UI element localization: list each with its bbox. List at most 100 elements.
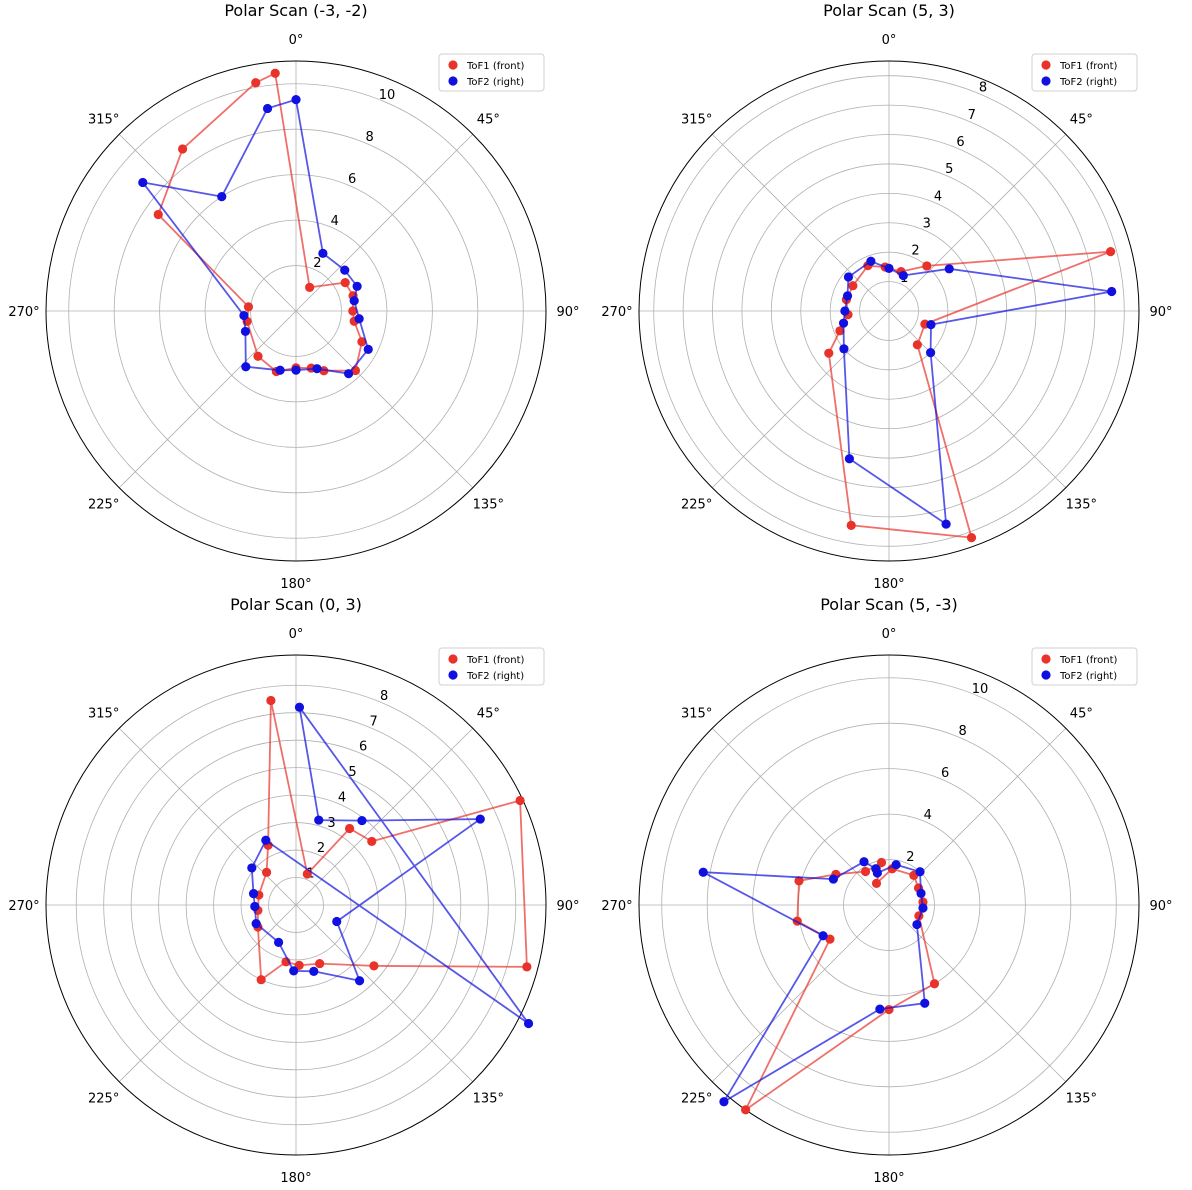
data-point-tof2 [291,95,301,105]
legend-marker [448,76,458,86]
legend: ToF1 (front) ToF2 (right) [1031,647,1138,686]
chart-title: Polar Scan (0, 3) [230,595,362,614]
data-point-tof1 [367,836,377,847]
data-point-tof2 [698,867,708,877]
legend-label: ToF1 (front) [466,61,525,72]
data-point-tof2 [261,835,271,845]
series-line-tof2 [250,706,530,1025]
data-point-tof1 [741,1105,751,1115]
radial-tick-label: 8 [365,130,373,145]
data-point-tof2 [291,365,301,375]
series-line-tof2 [702,860,926,1103]
data-point-tof1 [266,695,276,706]
radial-tick-label: 4 [934,189,942,204]
data-point-tof2 [523,1018,534,1029]
angular-gridline [295,904,474,1083]
data-point-tof2 [941,519,951,529]
angular-gridline [711,310,890,489]
radial-tick-label: 8 [979,81,987,96]
data-point-tof1 [884,1004,894,1015]
data-point-tof2 [332,916,342,927]
data-point-tof1 [922,261,932,271]
legend-marker [448,60,458,70]
data-point-tof1 [253,351,263,361]
angle-tick-label: 45° [477,707,500,722]
chart-title: Polar Scan (5, -3) [820,595,958,614]
data-point-tof1 [876,857,887,868]
angular-gridline [295,727,474,906]
data-point-tof2 [475,814,485,824]
radial-tick-label: 4 [924,808,932,823]
legend-label: ToF1 (front) [1059,61,1118,72]
radial-tick-label: 10 [379,88,396,103]
data-point-tof1 [515,795,525,806]
data-point-tof2 [818,931,828,941]
data-point-tof2 [239,310,249,321]
data-point-tof2 [363,344,373,355]
angle-tick-label: 225° [88,497,119,512]
legend-marker [1041,60,1051,70]
data-point-tof2 [294,702,305,712]
data-point-tof1 [315,958,325,969]
data-point-tof2 [241,362,251,372]
data-point-tof2 [719,1097,729,1107]
data-point-tof1 [848,281,858,291]
angle-tick-label: 90° [1149,305,1172,320]
radial-tick-label: 5 [348,765,356,780]
polar-chart-2: 0°45°90°135°180°225°270°315°12345678Pola… [601,1,1172,592]
angle-tick-label: 0° [882,627,897,642]
legend-label: ToF1 (front) [1059,655,1118,666]
data-point-tof2 [318,248,328,258]
polar-chart-3: 0°45°90°135°180°225°270°315°12345678Pola… [8,595,579,1186]
series-line-tof2 [140,98,370,375]
data-point-tof1 [966,533,977,543]
data-point-tof1 [871,878,882,888]
data-point-tof1 [1105,247,1116,257]
angle-tick-label: 180° [873,1171,904,1186]
data-point-tof2 [357,815,367,826]
series-line-tof1 [744,860,936,1111]
legend-frame [1031,53,1138,92]
data-point-tof2 [349,296,359,306]
data-point-tof2 [866,256,876,266]
legend-frame [438,647,545,686]
data-point-tof1 [340,277,350,288]
data-point-tof1 [357,337,367,347]
data-point-tof2 [248,889,259,899]
radial-tick-label: 3 [327,816,335,831]
data-point-tof2 [1107,286,1117,297]
data-point-tof2 [871,864,881,874]
data-point-tof1 [270,68,280,78]
data-point-tof2 [875,1004,885,1014]
data-point-tof2 [842,291,853,301]
data-point-tof2 [916,888,926,898]
data-point-tof2 [884,263,894,273]
data-point-tof2 [925,347,936,358]
legend-label: ToF1 (front) [466,655,525,666]
data-point-tof2 [920,998,930,1008]
angular-gridline [888,133,1067,312]
radial-tick-label: 2 [317,841,325,856]
data-point-tof1 [256,975,266,985]
legend-marker [1041,76,1051,86]
legend-label: ToF2 (right) [466,671,524,682]
angle-tick-label: 90° [556,305,579,320]
data-point-tof1 [846,520,856,530]
series-line-tof2 [842,260,1112,526]
data-point-tof1 [835,326,845,336]
legend-label: ToF2 (right) [1059,671,1117,682]
radial-tick-label: 4 [338,790,346,805]
data-point-tof1 [243,302,254,312]
radial-tick-label: 7 [369,714,377,729]
data-point-tof1 [860,866,871,877]
data-point-tof2 [138,177,148,188]
chart-title: Polar Scan (5, 3) [823,1,955,20]
data-point-tof2 [275,365,285,375]
data-point-tof2 [859,857,869,867]
legend-marker [1041,654,1051,664]
angle-tick-label: 315° [88,113,119,128]
angle-tick-label: 0° [289,627,304,642]
angle-tick-label: 270° [8,899,39,914]
data-point-tof2 [312,364,322,374]
